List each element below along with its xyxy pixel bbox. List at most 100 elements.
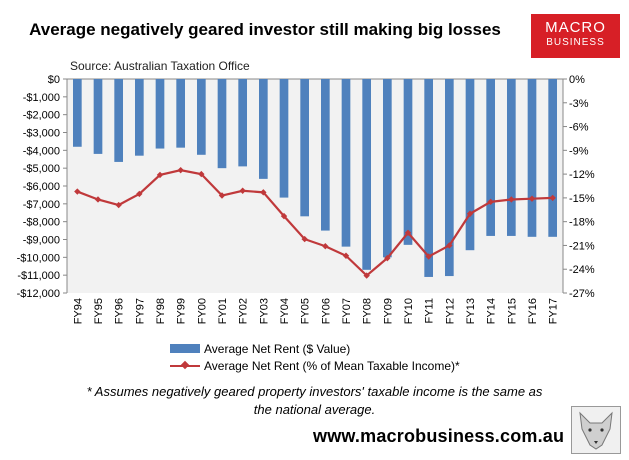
footnote: * Assumes negatively geared property inv… [0, 383, 629, 419]
line-point-FY95 [94, 196, 102, 203]
bar-FY04 [279, 79, 289, 198]
left-tick-label: -$6,000 [23, 181, 60, 193]
line-point-FY15 [508, 196, 515, 203]
bar-FY13 [465, 79, 475, 251]
website-url: www.macrobusiness.com.au [313, 426, 565, 446]
x-tick-label: FY13 [465, 298, 477, 324]
bar-FY03 [258, 79, 268, 179]
logo-line-1: MACRO [545, 19, 606, 36]
x-tick-label: FY15 [506, 298, 518, 324]
left-tick-label: -$2,000 [23, 110, 60, 122]
footnote-line-1: * Assumes negatively geared property inv… [86, 384, 543, 399]
legend: Average Net Rent ($ Value) Average Net R… [170, 340, 460, 374]
bar-FY08 [362, 79, 372, 270]
right-tick-label: -9% [569, 145, 589, 157]
line-point-FY05 [301, 235, 308, 243]
bar-FY98 [155, 79, 165, 149]
bar-FY01 [217, 79, 227, 169]
line-point-FY16 [528, 195, 536, 202]
bar-FY07 [341, 79, 351, 247]
x-tick-label: FY96 [114, 298, 126, 324]
line-point-FY09 [384, 254, 391, 262]
x-tick-label: FY98 [155, 298, 167, 324]
line-point-FY04 [280, 212, 288, 220]
bar-FY00 [196, 79, 206, 155]
line-point-FY06 [322, 243, 329, 250]
right-tick-label: 0% [569, 74, 585, 86]
x-tick-label: FY08 [362, 298, 374, 324]
bar-FY99 [176, 79, 186, 148]
logo-line-2: BUSINESS [546, 37, 605, 48]
line-point-FY08 [363, 272, 370, 279]
right-tick-label: -15% [569, 193, 595, 205]
chart-title: Average negatively geared investor still… [29, 20, 501, 39]
left-tick-label: -$8,000 [23, 217, 60, 229]
bar-FY05 [300, 79, 310, 217]
line-point-FY14 [487, 198, 494, 206]
x-tick-label: FY99 [176, 298, 188, 324]
bar-FY10 [403, 79, 413, 245]
x-tick-label: FY02 [238, 298, 250, 324]
x-tick-label: FY06 [320, 298, 332, 324]
right-tick-label: -24% [569, 264, 595, 276]
left-tick-label: -$12,000 [17, 288, 60, 300]
bar-FY06 [320, 79, 330, 231]
bar-FY02 [238, 79, 248, 167]
macrobusiness-logo: MACRO BUSINESS [531, 14, 620, 58]
bar-FY09 [382, 79, 392, 258]
line-point-FY11 [425, 253, 432, 260]
line-point-FY96 [115, 201, 122, 209]
x-tick-label: FY03 [258, 298, 270, 324]
right-tick-label: -3% [569, 98, 589, 110]
bar-FY15 [506, 79, 516, 236]
x-tick-label: FY09 [382, 298, 394, 324]
x-tick-label: FY11 [424, 298, 436, 323]
bar-FY97 [134, 79, 144, 156]
line-point-FY10 [404, 229, 412, 236]
x-tick-label: FY07 [341, 298, 353, 324]
x-tick-label: FY97 [134, 298, 146, 324]
left-tick-label: -$11,000 [17, 270, 60, 282]
plot-area [67, 79, 563, 293]
line-point-FY01 [218, 192, 226, 199]
x-tick-label: FY16 [527, 298, 539, 324]
x-tick-label: FY10 [403, 298, 415, 324]
x-tick-label: FY05 [300, 298, 312, 324]
legend-line-label: Average Net Rent (% of Mean Taxable Inco… [204, 358, 460, 373]
right-tick-label: -6% [569, 122, 589, 134]
line-point-FY94 [74, 188, 81, 195]
line-point-FY97 [136, 190, 143, 198]
line-point-FY12 [446, 242, 453, 249]
legend-item-bar: Average Net Rent ($ Value) [170, 340, 460, 357]
x-tick-label: FY04 [279, 298, 291, 324]
right-tick-label: -12% [569, 169, 595, 181]
left-tick-label: -$4,000 [23, 145, 60, 157]
x-tick-label: FY12 [444, 298, 456, 324]
left-tick-label: -$10,000 [17, 252, 60, 264]
left-tick-label: -$5,000 [23, 163, 60, 175]
x-tick-label: FY01 [217, 298, 229, 324]
legend-line-swatch [170, 360, 200, 370]
bar-FY96 [114, 79, 124, 162]
line-point-FY03 [260, 189, 267, 196]
left-tick-label: -$1,000 [23, 92, 60, 104]
left-tick-label: -$9,000 [23, 235, 60, 247]
line-series [76, 169, 553, 278]
bar-FY95 [93, 79, 103, 154]
line-point-FY13 [466, 210, 474, 217]
source-note: Source: Australian Taxation Office [70, 59, 250, 73]
right-tick-label: -27% [569, 288, 595, 300]
legend-item-line: Average Net Rent (% of Mean Taxable Inco… [170, 357, 460, 374]
right-tick-label: -18% [569, 217, 595, 229]
line-point-FY98 [156, 171, 164, 179]
left-tick-label: -$3,000 [23, 128, 60, 140]
combo-chart: $0 -$1,000 -$2,000 -$3,000 -$4,000 -$5,000 -$6… [17, 74, 595, 324]
line-point-FY17 [549, 194, 556, 202]
bar-FY14 [486, 79, 496, 236]
x-tick-label: FY95 [93, 298, 105, 324]
x-tick-label: FY14 [486, 298, 498, 324]
bar-FY16 [527, 79, 537, 237]
bar-FY11 [424, 79, 434, 277]
line-point-FY99 [177, 166, 184, 174]
left-tick-label: -$7,000 [23, 199, 60, 211]
